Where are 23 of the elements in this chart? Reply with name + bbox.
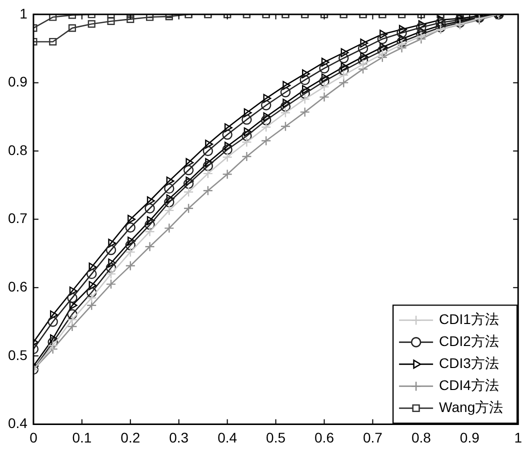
y-tick-label: 0.6 [8, 278, 28, 294]
x-tick-label: 0.5 [266, 429, 286, 446]
y-tick-label: 1 [20, 5, 28, 22]
x-tick-label: 0.9 [460, 429, 480, 446]
y-tick-label: 0.9 [8, 74, 28, 90]
y-tick-label: 0.4 [8, 415, 28, 432]
legend-label: CDI4方法 [439, 377, 499, 394]
legend-label: CDI3方法 [439, 355, 499, 372]
y-tick-label: 0.7 [8, 210, 28, 226]
legend-label: Wang方法 [439, 399, 504, 416]
x-tick-label: 0.8 [411, 429, 432, 446]
x-tick-label: 0.7 [362, 429, 383, 446]
x-tick-label: 0.3 [169, 429, 189, 446]
x-tick-label: 0.6 [314, 429, 334, 446]
x-tick-label: 0.4 [218, 429, 238, 446]
legend-label: CDI1方法 [439, 311, 499, 328]
x-tick-label: 1 [514, 429, 522, 446]
x-tick-label: 0.1 [72, 429, 92, 446]
y-tick-label: 0.8 [8, 142, 28, 158]
legend-label: CDI2方法 [439, 333, 499, 350]
y-tick-label: 0.5 [8, 346, 28, 363]
x-tick-label: 0 [30, 429, 38, 446]
x-tick-label: 0.2 [120, 429, 140, 446]
